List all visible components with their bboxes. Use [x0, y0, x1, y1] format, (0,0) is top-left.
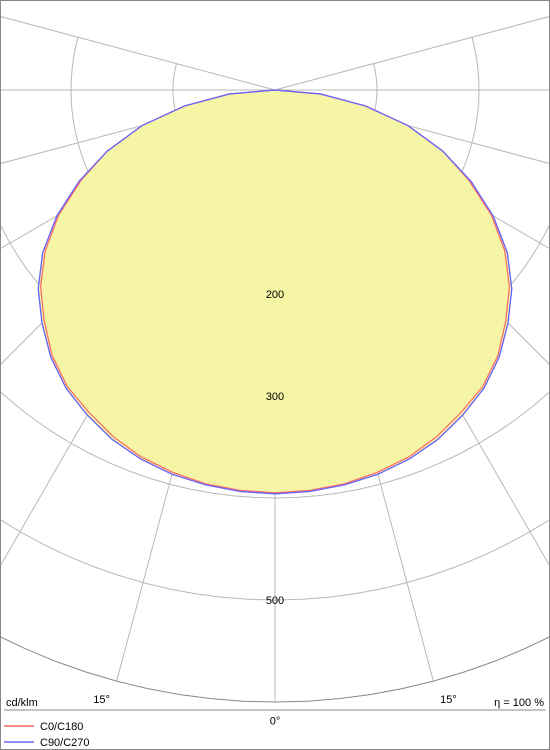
efficiency-label: η = 100 %: [494, 697, 544, 709]
grid-spoke: [0, 0, 275, 90]
legend-label: C90/C270: [40, 737, 90, 749]
unit-label: cd/klm: [6, 697, 38, 709]
polar-photometric-chart: 2003005000°15°15°30°30°45°45°60°60°75°75…: [0, 0, 550, 750]
angle-label: 15°: [440, 694, 457, 706]
legend-label: C0/C180: [40, 721, 83, 733]
ring-label: 200: [266, 289, 284, 301]
grid-spoke: [275, 0, 550, 90]
angle-label: 0°: [270, 715, 281, 727]
angle-label: 15°: [93, 694, 110, 706]
ring-label: 500: [266, 595, 284, 607]
ring-label: 300: [266, 391, 284, 403]
